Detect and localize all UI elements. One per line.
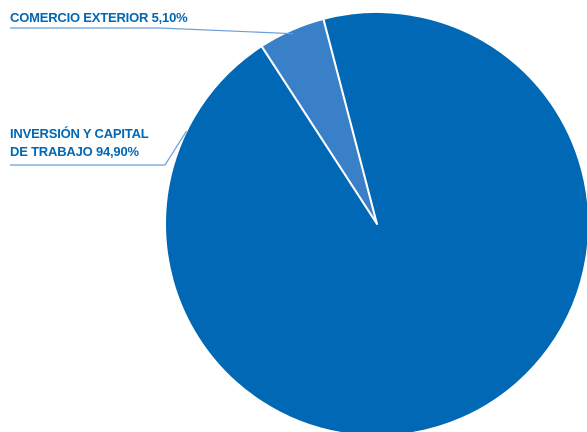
slice-label-comercio-exterior: COMERCIO EXTERIOR 5,10% [10, 10, 188, 25]
leader-line-comercio-exterior [10, 27, 294, 35]
leader-line-inversion-capital [10, 130, 188, 166]
slice-label-inversion-capital: INVERSIÓN Y CAPITAL DE TRABAJO 94,90% [10, 126, 152, 159]
slice-inversion-capital [164, 11, 587, 432]
